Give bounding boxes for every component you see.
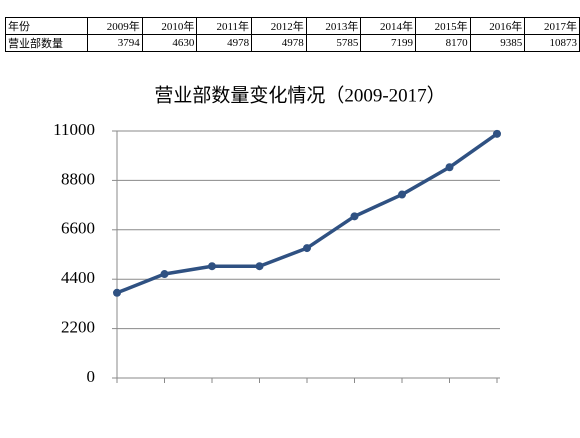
table-cell: 10873 — [524, 34, 580, 52]
y-tick-label: 0 — [87, 367, 96, 386]
table-cell: 5785 — [305, 34, 362, 52]
marker — [398, 190, 406, 199]
table-cell: 7199 — [360, 34, 416, 52]
table-cell: 营业部数量 — [4, 34, 89, 52]
marker — [350, 212, 359, 221]
marker — [113, 288, 121, 297]
table-cell: 4630 — [141, 34, 198, 52]
table-cell: 2017年 — [524, 17, 580, 35]
marker — [255, 262, 264, 271]
marker — [160, 270, 169, 279]
chart-title: 营业部数量变化情况（2009-2017） — [154, 84, 445, 106]
table-cell: 2012年 — [251, 17, 307, 35]
marker — [208, 262, 216, 271]
y-tick-label: 2200 — [61, 318, 95, 337]
table-cell: 9385 — [469, 34, 526, 52]
y-tick-label: 11000 — [53, 120, 95, 139]
line — [116, 132, 499, 295]
y-tick-label: 4400 — [61, 268, 95, 287]
y-tick-label: 6600 — [61, 219, 95, 238]
table-cell: 4978 — [251, 34, 307, 52]
marker — [445, 163, 454, 172]
table-row: 营业部数量 3794 4630 4978 4978 5785 7199 8170 9385 108… — [4, 34, 580, 52]
table-cell: 3794 — [87, 34, 143, 52]
marker — [303, 244, 311, 253]
table-cell: 8170 — [414, 34, 471, 52]
data-table: 年份 2009年 2010年 2011年 2012年 2013年 2014年 2015年 201… — [4, 17, 580, 52]
marker — [493, 129, 501, 138]
y-tick-label: 8800 — [61, 169, 95, 188]
table-row: 年份 2009年 2010年 2011年 2012年 2013年 2014年 2015年 201… — [4, 17, 580, 35]
